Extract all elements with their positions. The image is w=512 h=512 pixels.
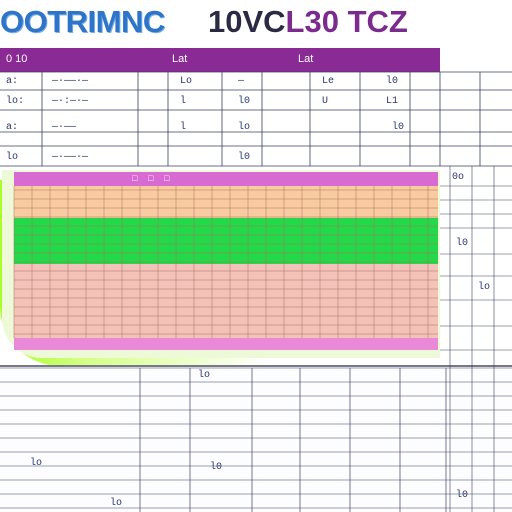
cell[interactable]: a:	[6, 122, 19, 133]
cell[interactable]: l	[180, 96, 187, 107]
cell[interactable]: —·——·—	[52, 76, 89, 87]
cell[interactable]: —·——	[52, 122, 77, 133]
sheet-header-mark[interactable]: □	[132, 173, 138, 183]
bottom-mark[interactable]: lo	[198, 370, 211, 381]
cell[interactable]: —·:—·—	[52, 96, 89, 107]
cell[interactable]: lo	[6, 152, 19, 163]
table-header: 0 10 Lat Lat	[0, 48, 440, 72]
cell[interactable]: l0	[392, 122, 405, 133]
cell[interactable]: a:	[6, 76, 19, 87]
sheet-header-mark[interactable]: □	[148, 173, 154, 183]
green-row-band	[14, 218, 438, 264]
header-col-3[interactable]: Lat	[298, 53, 314, 65]
peach-row-band	[14, 186, 438, 218]
cell[interactable]: —·——·—	[52, 152, 89, 163]
sheet-footer	[14, 338, 438, 350]
bottom-mark[interactable]: lo	[110, 498, 123, 509]
title-bar: OOTRIMNC 10VCL30 TCZ	[0, 0, 512, 48]
bottom-sheet	[0, 365, 512, 512]
cell[interactable]: lo	[238, 122, 251, 133]
pink-row-band	[14, 264, 438, 338]
right-column-item[interactable]: l0	[456, 238, 469, 249]
cell[interactable]: L1	[386, 96, 399, 107]
header-col-2[interactable]: Lat	[172, 53, 188, 65]
cell[interactable]: U	[322, 96, 329, 107]
app-title: OOTRIMNC	[0, 4, 165, 39]
cell[interactable]: Le	[322, 76, 335, 87]
sheet-header: □ □ □	[14, 172, 438, 186]
cell[interactable]: —	[238, 76, 245, 87]
cell[interactable]: Lo	[180, 76, 193, 87]
bottom-mark[interactable]: l0	[456, 490, 469, 501]
bottom-mark[interactable]: lo	[30, 458, 43, 469]
cell[interactable]: lo:	[6, 96, 25, 107]
document-title-part-b: L30 TCZ	[285, 4, 408, 39]
right-column-item[interactable]: lo	[478, 282, 491, 293]
cell[interactable]: l0	[386, 76, 399, 87]
cell[interactable]: l0	[238, 152, 251, 163]
header-col-1[interactable]: 0 10	[6, 53, 28, 65]
right-column-item[interactable]: 0o	[452, 172, 465, 183]
cell[interactable]: l	[180, 122, 187, 133]
bottom-mark[interactable]: l0	[210, 462, 223, 473]
sheet-header-mark[interactable]: □	[164, 173, 170, 183]
document-title-part-a: 10VC	[208, 4, 286, 39]
document-title: 10VCL30 TCZ	[208, 4, 408, 40]
cell[interactable]: l0	[238, 96, 251, 107]
